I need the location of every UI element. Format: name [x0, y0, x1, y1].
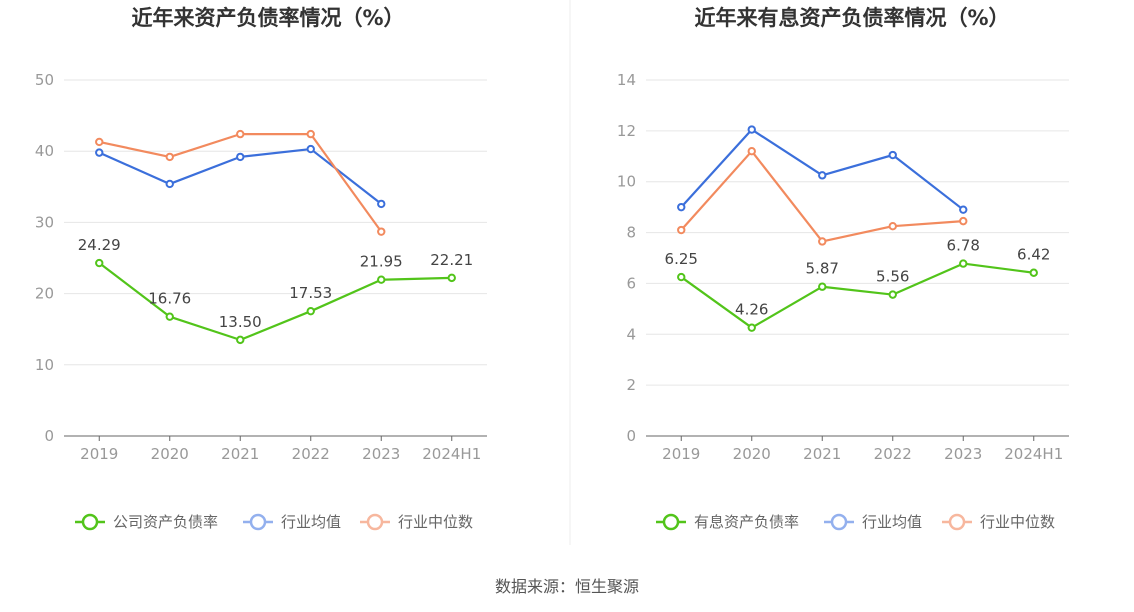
x-tick-label: 2023 — [362, 445, 400, 463]
x-tick-label: 2019 — [662, 445, 700, 463]
x-tick-label: 2019 — [80, 445, 118, 463]
data-point — [818, 282, 827, 291]
x-tick-label: 2022 — [292, 445, 330, 463]
data-label: 17.53 — [289, 284, 332, 302]
data-point — [747, 147, 756, 156]
data-point — [377, 275, 386, 284]
data-label: 16.76 — [148, 290, 191, 308]
y-tick-label: 20 — [35, 285, 54, 303]
data-label: 5.87 — [806, 260, 839, 278]
data-point — [236, 335, 245, 345]
data-point — [747, 125, 756, 134]
data-point — [677, 202, 686, 212]
x-tick-label: 2020 — [733, 445, 771, 463]
y-tick-label: 50 — [35, 71, 54, 89]
chart-panel-left: 0 10 20 30 40 50 2019 2020 2021 2022 2023 2024H1 24.… — [35, 71, 487, 531]
data-point — [959, 205, 968, 214]
data-label: 24.29 — [78, 236, 121, 254]
data-point — [959, 216, 968, 226]
data-point — [95, 258, 104, 268]
legend-swatch-marker — [81, 513, 99, 531]
data-label: 6.42 — [1017, 246, 1050, 264]
data-point — [236, 152, 245, 162]
legend-swatch-marker — [830, 513, 848, 531]
series-line — [99, 133, 383, 233]
x-tick-label: 2023 — [944, 445, 982, 463]
data-source: 数据来源：恒生聚源 — [495, 577, 639, 596]
data-point — [165, 152, 174, 162]
data-point — [377, 227, 386, 236]
data-point — [747, 323, 756, 332]
y-tick-label: 0 — [44, 427, 54, 445]
data-point — [677, 272, 686, 282]
data-label: 4.26 — [735, 301, 768, 319]
data-point — [236, 129, 245, 139]
y-tick-label: 10 — [617, 173, 636, 191]
data-point — [677, 225, 686, 235]
data-point — [818, 171, 827, 180]
series-line — [680, 262, 1034, 329]
data-point — [165, 312, 174, 321]
legend-label: 有息资产负债率 — [694, 513, 799, 531]
series-line — [680, 150, 964, 243]
x-tick-label: 2021 — [803, 445, 841, 463]
data-label: 21.95 — [360, 253, 403, 271]
y-tick-label: 12 — [617, 122, 636, 140]
x-tick-label: 2024H1 — [1004, 445, 1063, 463]
legend-label: 行业中位数 — [398, 513, 473, 531]
data-point — [95, 137, 104, 147]
legend-swatch-marker — [249, 513, 267, 531]
x-tick-label: 2024H1 — [422, 445, 481, 463]
data-label: 6.78 — [947, 237, 980, 255]
y-tick-label: 4 — [626, 325, 636, 343]
y-tick-label: 10 — [35, 356, 54, 374]
chart-title-left: 近年来资产负债率情况（%） — [131, 6, 404, 30]
legend-label: 行业中位数 — [980, 513, 1055, 531]
data-point — [165, 179, 174, 189]
data-point — [959, 259, 968, 268]
data-point — [306, 129, 315, 139]
y-tick-label: 6 — [626, 274, 636, 292]
x-tick-label: 2020 — [151, 445, 189, 463]
y-tick-label: 2 — [626, 376, 636, 394]
data-point — [306, 144, 315, 154]
legend-label: 行业均值 — [862, 513, 922, 531]
data-point — [306, 306, 315, 316]
y-tick-label: 30 — [35, 213, 54, 231]
data-label: 6.25 — [665, 250, 698, 268]
data-point — [447, 273, 456, 283]
data-point — [888, 222, 897, 231]
y-tick-label: 40 — [35, 142, 54, 160]
chart-title-right: 近年来有息资产负债率情况（%） — [694, 6, 1009, 30]
data-point — [818, 237, 827, 246]
y-tick-label: 14 — [617, 71, 636, 89]
y-tick-label: 8 — [626, 224, 636, 242]
x-tick-label: 2021 — [221, 445, 259, 463]
data-point — [95, 148, 104, 157]
chart-panel-right: 0 2 4 6 8 10 12 14 2019 2020 2021 2022 2023 2024H1 6.2… — [617, 71, 1069, 531]
series-line — [680, 128, 964, 211]
data-point — [1029, 268, 1038, 277]
x-tick-label: 2022 — [874, 445, 912, 463]
data-label: 5.56 — [876, 268, 909, 286]
data-label: 13.50 — [219, 313, 262, 331]
data-label: 22.21 — [430, 251, 473, 269]
y-tick-label: 0 — [626, 427, 636, 445]
series-line — [98, 262, 452, 341]
data-point — [888, 290, 897, 299]
data-point — [888, 150, 897, 160]
legend-swatch-marker — [948, 513, 966, 531]
data-point — [377, 199, 386, 209]
legend-swatch-marker — [366, 513, 384, 531]
legend-label: 行业均值 — [281, 513, 341, 531]
legend-label: 公司资产负债率 — [113, 513, 218, 531]
legend-swatch-marker — [662, 513, 680, 531]
